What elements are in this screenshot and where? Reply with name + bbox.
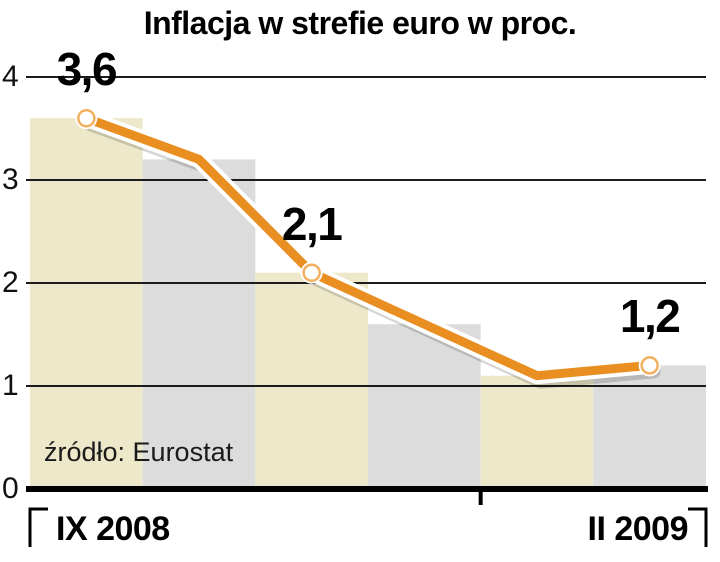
background-column xyxy=(480,375,594,489)
axis-bracket-left xyxy=(28,507,48,547)
source-note: źródło: Eurostat xyxy=(44,437,234,467)
series-line xyxy=(81,113,655,381)
x-axis-label-start: IX 2008 xyxy=(56,510,170,548)
data-marker xyxy=(302,263,321,282)
x-axis-label-end: II 2009 xyxy=(587,510,689,548)
background-column xyxy=(593,365,706,489)
background-column xyxy=(142,159,256,489)
chart-title: Inflacja w strefie euro w proc. xyxy=(143,5,577,41)
background-column xyxy=(368,324,481,489)
x-axis xyxy=(26,486,708,492)
data-marker xyxy=(77,108,96,128)
background-column xyxy=(30,118,143,489)
axis-bracket-right xyxy=(688,507,708,547)
background-column xyxy=(255,272,368,489)
data-marker xyxy=(640,356,659,375)
year-divider-tick xyxy=(478,492,483,505)
